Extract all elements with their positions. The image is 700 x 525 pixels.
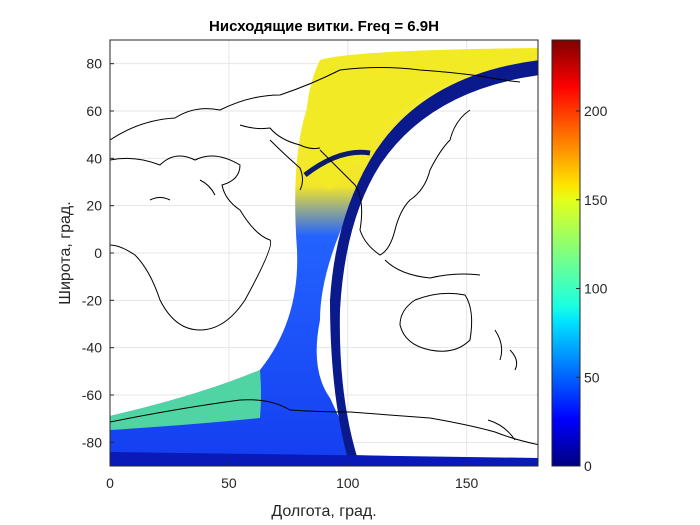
chart-title: Нисходящие витки. Freq = 6.9H — [209, 18, 439, 35]
x-axis-ticks: 0 50 100 150 — [106, 462, 479, 491]
y-tick-label: 20 — [86, 198, 102, 214]
x-tick-label: 0 — [106, 475, 114, 491]
colorbar-tick-label: 200 — [584, 103, 608, 119]
y-tick-label: -20 — [82, 292, 102, 308]
y-tick-label: 80 — [86, 56, 102, 72]
y-tick-label: -40 — [82, 340, 102, 356]
x-axis-label: Долгота, град. — [271, 503, 376, 520]
y-axis-label: Широта, град. — [57, 201, 74, 304]
y-tick-label: 60 — [86, 103, 102, 119]
map-layer — [110, 48, 538, 466]
coastlines — [110, 67, 538, 446]
colorbar — [551, 39, 581, 467]
colorbar-tick-label: 150 — [584, 192, 608, 208]
y-axis-ticks: -80 -60 -40 -20 0 20 40 60 80 — [82, 56, 114, 450]
colorbar-ticks: 0 50 100 150 200 — [576, 103, 608, 474]
x-tick-label: 150 — [455, 475, 479, 491]
colorbar-tick-label: 0 — [584, 458, 592, 474]
x-tick-label: 50 — [221, 475, 237, 491]
orbit-density-band — [110, 48, 538, 466]
colorbar-tick-label: 100 — [584, 281, 608, 297]
y-tick-label: 0 — [94, 245, 102, 261]
y-tick-label: -60 — [82, 387, 102, 403]
colorbar-tick-label: 50 — [584, 369, 600, 385]
x-tick-label: 100 — [336, 475, 360, 491]
y-tick-label: 40 — [86, 150, 102, 166]
y-tick-label: -80 — [82, 434, 102, 450]
